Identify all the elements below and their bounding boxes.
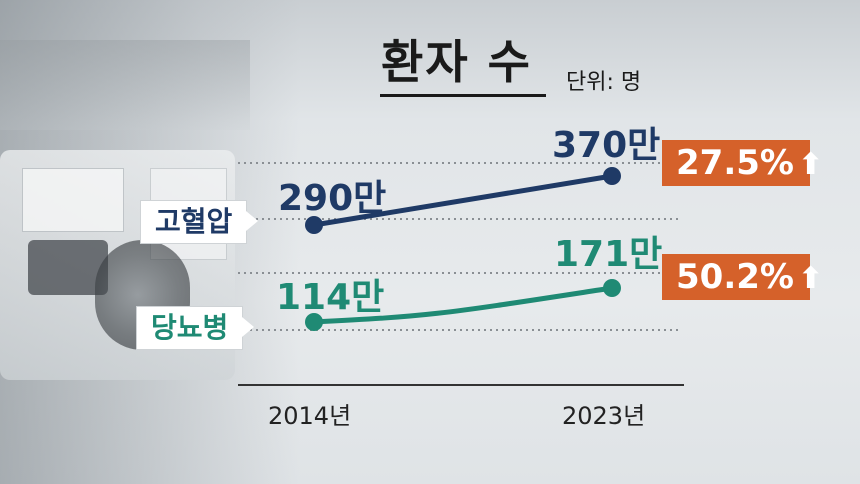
unit-label: 단위: 명 <box>566 70 642 95</box>
chart-title: 환자 수 <box>381 35 532 89</box>
machine-panel <box>22 168 124 232</box>
arrow-up-icon: ⬆ <box>797 261 824 296</box>
series-line-hypertension <box>313 173 613 228</box>
x-tick-label: 2014년 <box>268 402 352 430</box>
data-label-hypertension-2023: 370만 <box>552 125 661 166</box>
change-badge-diabetes: 50.2% ⬆ <box>662 254 823 300</box>
data-label-hypertension-2014: 290만 <box>278 178 387 219</box>
series-name: 고혈압 <box>155 205 233 238</box>
data-label-diabetes-2023: 171만 <box>554 234 663 275</box>
change-badge-hypertension: 27.5% ⬆ <box>662 140 823 186</box>
change-label: 27.5% <box>676 143 794 183</box>
title-underline <box>380 94 546 97</box>
series-label-hypertension: 고혈압 <box>140 200 259 244</box>
series-label-diabetes: 당뇨병 <box>136 306 255 350</box>
data-label-diabetes-2014: 114만 <box>276 277 385 318</box>
data-point-hypertension-0 <box>305 216 323 234</box>
change-label: 50.2% <box>676 257 794 297</box>
series-line-diabetes <box>313 285 613 325</box>
arrow-up-icon: ⬆ <box>797 147 824 182</box>
machine-screen <box>28 240 108 295</box>
x-tick-label: 2023년 <box>562 402 646 430</box>
data-point-diabetes-1 <box>603 279 621 297</box>
data-point-diabetes-0 <box>305 313 323 331</box>
background-counter <box>0 40 250 130</box>
series-name: 당뇨병 <box>151 311 229 344</box>
data-point-hypertension-1 <box>603 167 621 185</box>
